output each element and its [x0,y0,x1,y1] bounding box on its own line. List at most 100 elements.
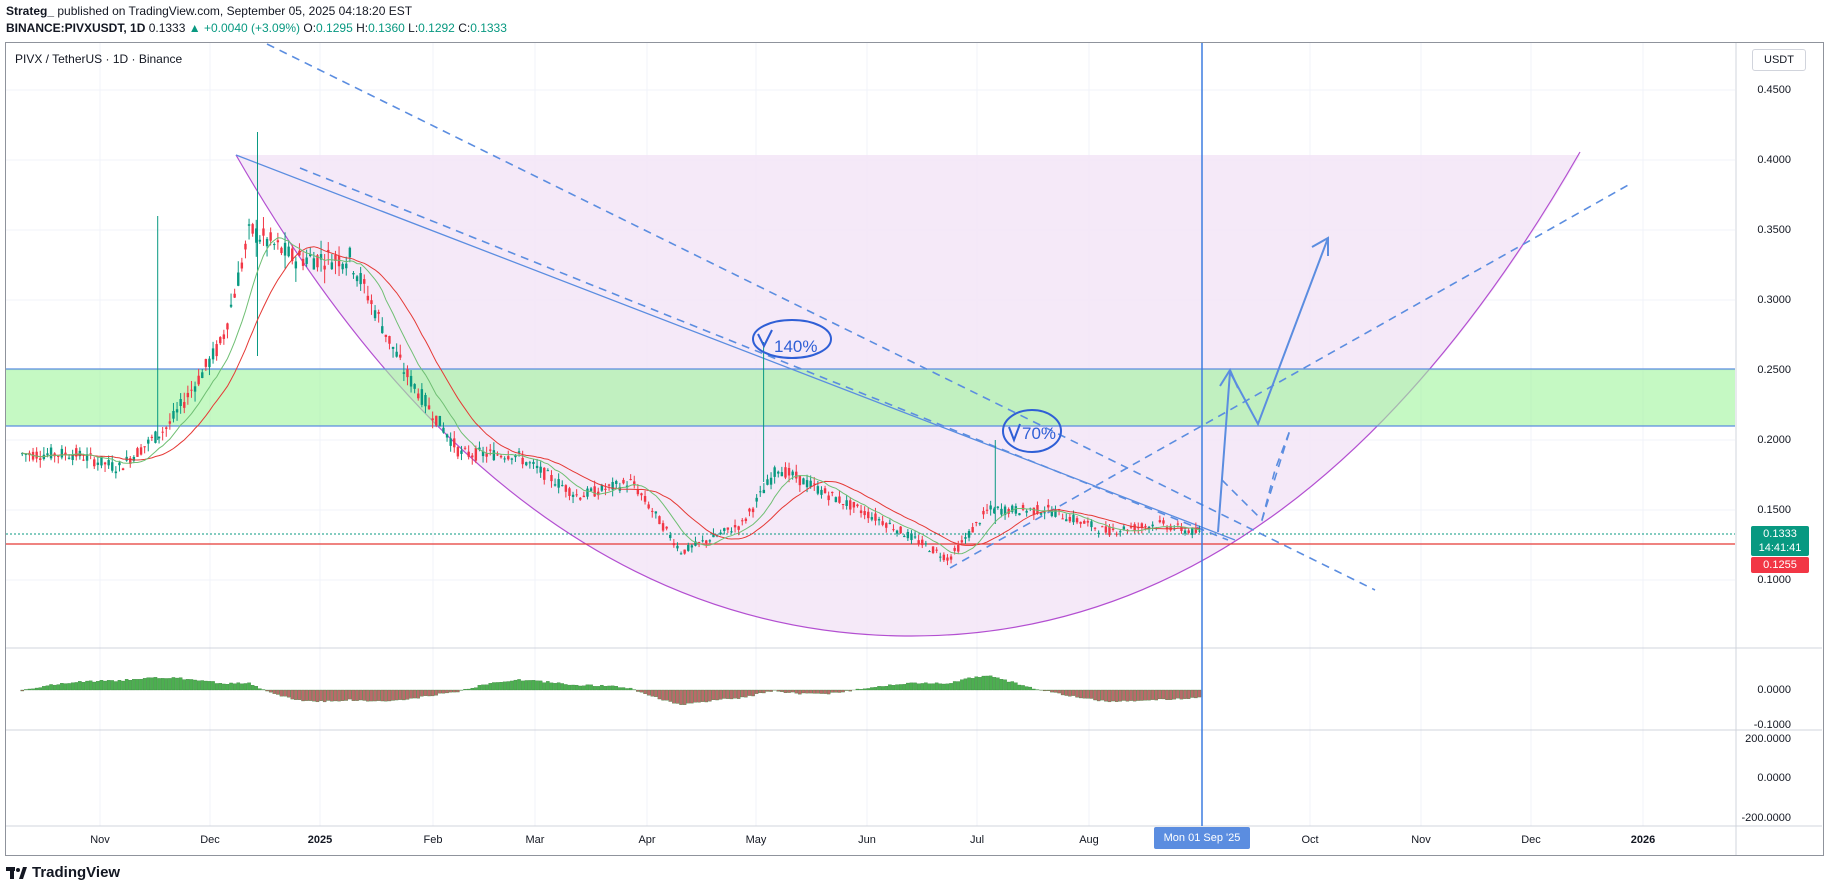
candle-body [129,458,132,464]
arrow-head-1 [1219,367,1239,389]
candle-body [712,533,715,538]
candle-body [391,346,395,349]
candle-body [327,249,330,253]
resistance-zone[interactable] [6,369,1735,426]
candle-body [543,467,546,480]
candle-body [507,456,510,460]
candle-body [280,247,283,254]
candle-body [906,531,910,539]
candle-body [705,540,708,544]
candle-body [463,447,467,449]
oscillator-bar [236,682,241,691]
candle-body [946,557,949,561]
candle-body [701,540,704,542]
candle-body [193,386,197,392]
candle-body [553,484,557,486]
oscillator-bar [186,679,190,691]
oscillator-bar [592,686,597,691]
oscillator-bar [686,689,691,704]
oscillator-bar [546,681,550,691]
candle-body [517,451,521,453]
publisher-name[interactable]: Strateg_ [6,4,55,18]
candle-body [481,451,485,457]
oscillator-bar [168,678,172,691]
candle-body [334,254,337,261]
projection-arrows[interactable] [1217,236,1329,533]
long-downtrend-line[interactable] [266,43,1376,591]
oscillator-bar [711,689,716,701]
oscillator-bar [715,689,719,701]
oscillator-bar [1014,682,1018,691]
candle-body [175,409,179,413]
candle-body [1151,524,1154,527]
oscillator-bar [639,689,644,693]
moving-average-red[interactable] [22,246,1200,546]
candle-body [643,496,647,502]
candle-body [1111,528,1115,530]
candle-body [1083,520,1086,524]
peak-support-line[interactable] [235,154,1236,541]
oscillator-bar [906,682,910,691]
oscillator-bar [870,687,874,691]
candle-body [1047,504,1050,508]
projection-dash-2[interactable] [1261,429,1291,521]
oscillator-bar [78,681,82,691]
oscillator-bar [52,684,57,691]
oscillator-bar [1125,689,1130,702]
tradingview-logo[interactable]: TradingView [6,864,120,881]
oscillator-bar [844,689,849,691]
candle-body [521,457,524,465]
candlestick-series[interactable] [21,132,1201,566]
candle-body [75,448,78,457]
oscillator-bar [488,683,493,691]
oscillator-bar [636,689,640,692]
pane-title[interactable]: PIVX / TetherUS · 1D · Binance [15,52,183,66]
moving-average-green[interactable] [22,237,1200,555]
oscillator-bar [571,684,575,691]
oscillator-histogram[interactable] [20,675,1202,705]
high-label: H: [356,21,369,35]
oscillator-bar [344,689,349,701]
currency-unit-button[interactable]: USDT [1752,49,1806,71]
oscillator-bar [272,689,277,694]
oscillator-bar [430,689,435,697]
candle-body [330,262,334,270]
candle-body [989,505,992,510]
oscillator-bar [423,689,428,696]
oscillator-bar [736,689,741,699]
oscillator-bar [668,689,673,702]
close-value: 0.1333 [470,21,507,35]
candle-body [233,293,236,298]
oscillator-bar [837,689,842,693]
annotation-circle-70[interactable] [1002,409,1062,453]
oscillator-bar [110,680,115,691]
annotation-circle-140[interactable] [752,319,832,359]
oscillator-bar [1017,684,1022,691]
oscillator-bar [589,684,593,691]
candle-body [1086,521,1090,523]
oscillator-bar [1129,689,1133,701]
uptrend-line[interactable] [949,183,1631,569]
oscillator-bar [92,681,97,691]
candle-body [460,450,463,454]
projection-path[interactable] [1217,237,1329,533]
oscillator-bar [20,689,25,692]
oscillator-bar [672,689,676,704]
oscillator-bar [294,689,298,700]
oscillator-bar [157,678,161,691]
oscillator-bar [60,683,64,691]
oscillator-bar [225,684,230,691]
candle-body [222,334,226,339]
oscillator-bar [938,683,943,691]
candle-body [64,452,67,456]
candle-body [1036,505,1039,514]
candle-body [751,508,755,513]
oscillator-bar [160,678,165,691]
oscillator-bar [1165,689,1169,701]
candle-body [978,523,982,525]
time-tick: Nov [90,834,110,846]
time-tick: Aug [1079,834,1099,846]
oscillator-bar [114,681,118,691]
oscillator-bar [355,689,359,701]
